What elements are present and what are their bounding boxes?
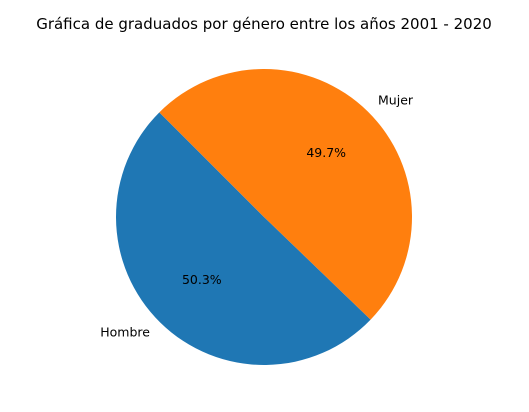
slice-percent-hombre: 50.3%: [182, 272, 222, 287]
pie-slice-hombre: [116, 112, 371, 366]
chart-title: Gráfica de graduados por género entre lo…: [36, 15, 492, 33]
slice-label-hombre: Hombre: [100, 325, 150, 340]
pie-slices: [116, 69, 413, 366]
pie-slice-mujer: [159, 69, 413, 320]
slice-percent-mujer: 49.7%: [306, 145, 346, 160]
pie-labels: Hombre 50.3% Mujer 49.7%: [100, 92, 414, 339]
slice-label-mujer: Mujer: [378, 92, 414, 107]
